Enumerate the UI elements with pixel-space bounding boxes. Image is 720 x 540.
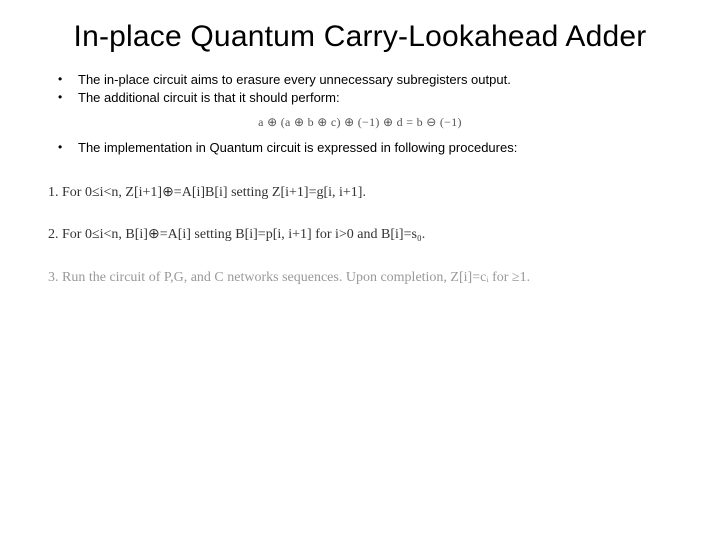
procedure-step: 1. For 0≤i<n, Z[i+1]⊕=A[i]B[i] setting Z… <box>48 184 680 202</box>
page-title: In-place Quantum Carry-Lookahead Adder <box>40 20 680 55</box>
formula-block: a ⊕ (a ⊕ b ⊕ c) ⊕ (−1) ⊕ d = b ⊖ (−1) <box>40 113 680 131</box>
bullet-item: The in-place circuit aims to erasure eve… <box>40 71 680 89</box>
procedures-list: 1. For 0≤i<n, Z[i+1]⊕=A[i]B[i] setting Z… <box>40 184 680 287</box>
procedure-step: 3. Run the circuit of P,G, and C network… <box>48 269 680 287</box>
bullet-list-b: The implementation in Quantum circuit is… <box>40 139 680 157</box>
bullet-list-a: The in-place circuit aims to erasure eve… <box>40 71 680 107</box>
procedure-step: 2. For 0≤i<n, B[i]⊕=A[i] setting B[i]=p[… <box>48 226 680 244</box>
bullet-item: The additional circuit is that it should… <box>40 89 680 107</box>
bullet-item: The implementation in Quantum circuit is… <box>40 139 680 157</box>
formula-text: a ⊕ (a ⊕ b ⊕ c) ⊕ (−1) ⊕ d = b ⊖ (−1) <box>258 115 462 129</box>
